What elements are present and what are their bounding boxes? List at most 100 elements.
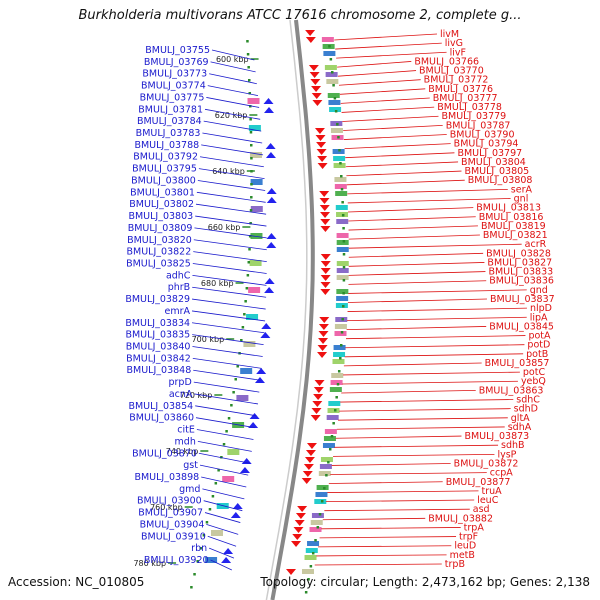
left-gene-label: BMULJ_03854 (128, 401, 193, 412)
forward-gene-block (314, 499, 327, 504)
reverse-gene-arrow (230, 512, 241, 518)
left-leader-line (209, 73, 257, 85)
right-leader-line (335, 42, 442, 50)
tick-dot (342, 240, 346, 243)
left-leader-line (192, 346, 263, 357)
reverse-gene-block (227, 449, 240, 455)
forward-gene-arrow (295, 513, 306, 519)
left-leader-line (197, 441, 252, 452)
reverse-gene-arrow (261, 323, 272, 329)
left-gene-label: gmd (179, 484, 200, 495)
tick-dot (248, 235, 252, 238)
forward-gene-block (327, 93, 340, 98)
right-gene-label: BMULJ_03794 (454, 139, 519, 150)
right-leader-line (338, 417, 508, 421)
right-leader-line (334, 444, 499, 448)
tick-dot (214, 482, 218, 485)
reverse-gene-arrow (266, 188, 277, 194)
left-leader-line (206, 97, 260, 108)
scale-label: 760 kbp (150, 503, 183, 512)
right-gene-label: lipA (530, 312, 548, 323)
right-leader-line (328, 481, 443, 484)
forward-gene-block (324, 429, 337, 434)
left-gene-label: BMULJ_03783 (136, 128, 201, 139)
right-leader-line (338, 70, 417, 77)
forward-gene-arrow (310, 415, 321, 421)
reverse-gene-block (210, 530, 223, 536)
reverse-gene-arrow (264, 287, 275, 293)
forward-gene-block (318, 471, 331, 476)
forward-gene-arrow (293, 527, 304, 533)
forward-gene-arrow (312, 401, 323, 407)
right-gene-label: livM (440, 29, 459, 40)
left-leader-line (207, 535, 237, 547)
right-gene-label: BMULJ_03779 (441, 111, 506, 122)
right-gene-label: BMULJ_03804 (461, 157, 526, 168)
left-leader-line (199, 156, 264, 168)
right-gene-label: gnd (530, 285, 548, 296)
tick-dot (336, 383, 340, 386)
forward-gene-block (326, 415, 339, 420)
left-leader-line (192, 263, 267, 274)
backbone-shadow (265, 19, 308, 600)
scale-label: 700 kbp (192, 335, 225, 344)
right-leader-line (342, 115, 439, 122)
tick-dot (342, 279, 346, 282)
forward-gene-arrow (312, 100, 323, 106)
forward-gene-block (334, 331, 347, 336)
forward-gene-arrow (302, 471, 313, 477)
right-gene-label: BMULJ_03821 (483, 230, 548, 241)
forward-gene-block (335, 303, 348, 308)
left-leader-line (199, 464, 249, 476)
left-leader-line (191, 310, 266, 322)
reverse-gene-arrow (249, 413, 260, 419)
left-leader-line (191, 322, 265, 334)
left-leader-line (192, 286, 267, 298)
right-leader-line (348, 252, 484, 258)
tick-dot (190, 586, 193, 589)
forward-gene-block (330, 128, 343, 133)
left-gene-label: BMULJ_03802 (129, 199, 194, 210)
left-leader-line (191, 298, 266, 310)
right-leader-line (322, 517, 426, 521)
right-leader-line (317, 545, 452, 548)
right-leader-line (338, 79, 421, 86)
tick-dot (339, 162, 342, 165)
reverse-gene-arrow (266, 242, 277, 248)
topology-summary: Topology: circular; Length: 2,473,162 bp… (260, 575, 590, 589)
right-gene-label: nlpD (530, 303, 552, 314)
left-gene-label: BMULJ_03822 (127, 247, 192, 258)
left-leader-line (198, 168, 265, 180)
tick-dot (327, 461, 330, 464)
reverse-gene-arrow (248, 422, 259, 428)
right-leader-line (343, 134, 447, 140)
right-gene-label: BMULJ_03808 (468, 175, 533, 186)
left-gene-label: BMULJ_03834 (125, 318, 190, 329)
reverse-gene-block (247, 98, 260, 104)
left-gene-label: phrB (168, 282, 190, 293)
left-gene-label: BMULJ_03835 (125, 330, 190, 341)
reverse-gene-arrow (232, 503, 243, 509)
tick-dot (323, 487, 326, 490)
reverse-gene-arrow (266, 233, 277, 239)
forward-gene-arrow (320, 226, 331, 232)
forward-gene-block (323, 436, 336, 441)
right-gene-label: leuD (454, 541, 476, 552)
tick-dot (208, 508, 212, 511)
forward-gene-block (331, 373, 344, 378)
forward-gene-arrow (313, 387, 324, 393)
right-leader-line (348, 216, 476, 222)
forward-gene-arrow (305, 450, 316, 456)
right-gene-labels: livMlivGlivFBMULJ_03766BMULJ_03770BMULJ_… (314, 29, 555, 570)
right-leader-line (344, 353, 524, 358)
right-gene-label: BMULJ_03833 (488, 267, 553, 278)
left-leader-line (201, 144, 264, 156)
scale-label: 640 kbp (212, 167, 245, 176)
left-leader-line (192, 357, 262, 369)
forward-gene-block (324, 65, 337, 70)
forward-gene-block (330, 380, 343, 385)
tick-dot (342, 266, 346, 269)
left-gene-label: emrA (164, 306, 190, 317)
forward-gene-arrow (319, 191, 330, 197)
